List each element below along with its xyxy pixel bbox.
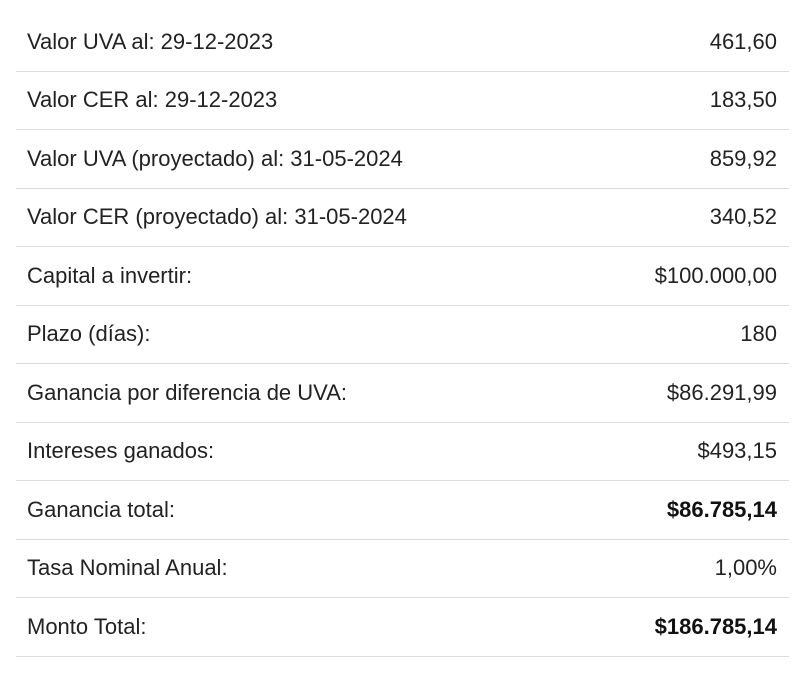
row-intereses: Intereses ganados: $493,15 — [16, 423, 789, 481]
row-capital: Capital a invertir: $100.000,00 — [16, 247, 789, 306]
row-label: Plazo (días): — [27, 321, 151, 347]
row-label: Tasa Nominal Anual: — [27, 555, 228, 581]
row-value: $100.000,00 — [654, 262, 777, 288]
row-value: 183,50 — [709, 87, 777, 113]
row-valor-cer-proyectado: Valor CER (proyectado) al: 31-05-2024 34… — [16, 189, 789, 247]
row-label: Valor UVA al: 29-12-2023 — [27, 28, 274, 54]
row-valor-cer: Valor CER al: 29-12-2023 183,50 — [16, 72, 789, 130]
row-ganancia-uva: Ganancia por diferencia de UVA: $86.291,… — [16, 364, 789, 423]
row-monto-total: Monto Total: $186.785,14 — [16, 598, 789, 657]
row-label: Valor CER (proyectado) al: 31-05-2024 — [27, 204, 407, 230]
row-label: Valor UVA (proyectado) al: 31-05-2024 — [27, 145, 403, 171]
row-value: 1,00% — [714, 555, 777, 581]
row-label: Valor CER al: 29-12-2023 — [27, 87, 278, 113]
row-label: Intereses ganados: — [27, 438, 215, 464]
row-valor-uva-proyectado: Valor UVA (proyectado) al: 31-05-2024 85… — [16, 130, 789, 189]
row-plazo: Plazo (días): 180 — [16, 306, 789, 364]
row-label: Monto Total: — [27, 613, 147, 639]
row-value: 859,92 — [709, 145, 777, 171]
row-label: Capital a invertir: — [27, 262, 193, 288]
row-ganancia-total: Ganancia total: $86.785,14 — [16, 481, 789, 540]
row-tasa-nominal: Tasa Nominal Anual: 1,00% — [16, 540, 789, 598]
row-value: 340,52 — [709, 204, 777, 230]
results-table: Valor UVA al: 29-12-2023 461,60 Valor CE… — [16, 13, 789, 657]
row-value: $493,15 — [697, 438, 777, 464]
row-value: 461,60 — [709, 28, 777, 54]
row-value: $186.785,14 — [654, 613, 777, 639]
row-label: Ganancia por diferencia de UVA: — [27, 379, 347, 405]
row-label: Ganancia total: — [27, 496, 175, 522]
row-value: $86.291,99 — [666, 379, 777, 405]
row-value: $86.785,14 — [666, 496, 777, 522]
row-value: 180 — [740, 321, 777, 347]
row-valor-uva: Valor UVA al: 29-12-2023 461,60 — [16, 13, 789, 72]
